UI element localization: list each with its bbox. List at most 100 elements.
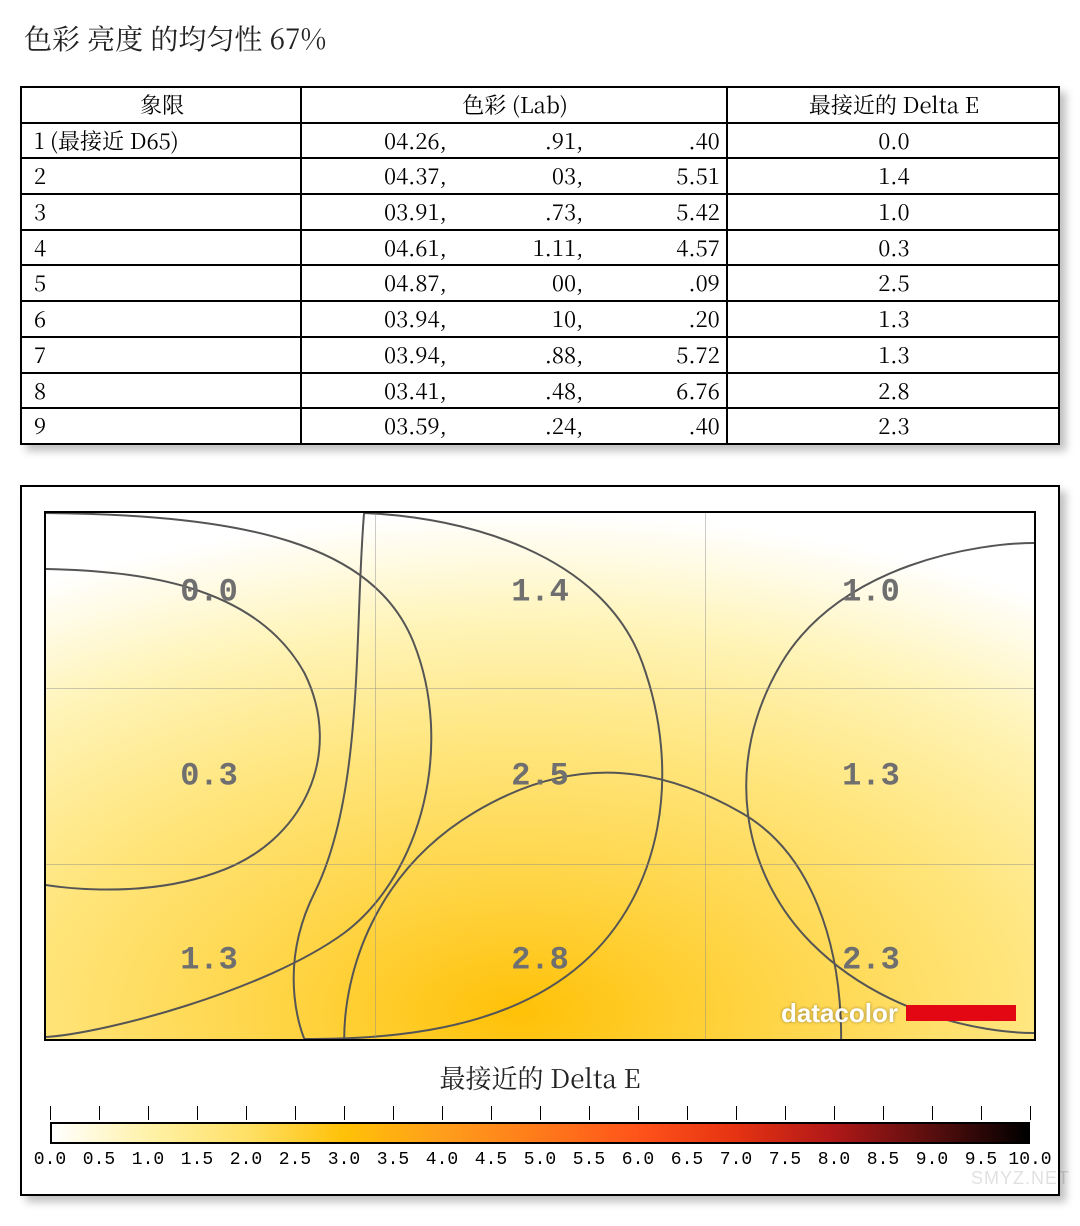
- brand-bar-icon: [906, 1005, 1016, 1021]
- colorbar-tick: [981, 1106, 982, 1120]
- cell-lab-part: 1.11,: [451, 233, 588, 263]
- cell-lab-part: 04.26,: [314, 126, 451, 156]
- table-row: 204.37,03,5.511.4: [21, 158, 1059, 194]
- colorbar-label: 5.0: [524, 1150, 556, 1170]
- table-row: 803.41,.48,6.762.8: [21, 373, 1059, 409]
- colorbar-labels: 0.00.51.01.52.02.53.03.54.04.55.05.56.06…: [50, 1150, 1030, 1176]
- cell-lab-part: .40: [587, 126, 726, 156]
- cell-lab-part: .40: [587, 411, 726, 441]
- cell-lab-part: 03.41,: [314, 376, 451, 406]
- cell-lab-part: .91,: [451, 126, 588, 156]
- cell-lab-part: .24,: [451, 411, 588, 441]
- cell-quadrant: 2: [21, 158, 301, 194]
- data-table: 象限 色彩 (Lab) 最接近的 Delta E 1 (最接近 D65)04.2…: [20, 86, 1060, 445]
- cell-lab-part: .09: [587, 268, 726, 298]
- colorbar-label: 0.5: [83, 1150, 115, 1170]
- page-title: 色彩 亮度 的均匀性 67%: [24, 18, 1060, 58]
- colorbar-tick: [1030, 1106, 1031, 1120]
- colorbar-label: 7.0: [720, 1150, 752, 1170]
- cell-quadrant: 1 (最接近 D65): [21, 123, 301, 159]
- heatmap-gridline: [375, 513, 376, 1039]
- colorbar-label: 3.5: [377, 1150, 409, 1170]
- colorbar-label: 4.5: [475, 1150, 507, 1170]
- colorbar-tick: [99, 1106, 100, 1120]
- colorbar-tick: [50, 1106, 51, 1120]
- heatmap-value: 2.3: [842, 941, 900, 978]
- cell-deltae: 2.5: [727, 265, 1059, 301]
- colorbar-tick: [785, 1106, 786, 1120]
- colorbar-label: 2.0: [230, 1150, 262, 1170]
- table-row: 404.61,1.11,4.570.3: [21, 230, 1059, 266]
- cell-lab-part: 6.76: [587, 376, 726, 406]
- colorbar-tick: [687, 1106, 688, 1120]
- brand-mark: datacolor: [781, 998, 1016, 1029]
- cell-deltae: 1.3: [727, 301, 1059, 337]
- colorbar-tick: [246, 1106, 247, 1120]
- colorbar-tick: [932, 1106, 933, 1120]
- cell-lab-part: 04.61,: [314, 233, 451, 263]
- cell-lab: 04.26,.91,.40: [301, 123, 727, 159]
- cell-lab: 03.94,.88,5.72: [301, 337, 727, 373]
- colorbar-label: 9.0: [916, 1150, 948, 1170]
- cell-deltae: 1.4: [727, 158, 1059, 194]
- cell-quadrant: 3: [21, 194, 301, 230]
- cell-lab-part: 5.72: [587, 340, 726, 370]
- cell-lab-part: 03.91,: [314, 197, 451, 227]
- cell-lab-part: .20: [587, 304, 726, 334]
- cell-quadrant: 7: [21, 337, 301, 373]
- col-header-deltae: 最接近的 Delta E: [727, 87, 1059, 123]
- cell-lab-part: .73,: [451, 197, 588, 227]
- cell-lab: 04.61,1.11,4.57: [301, 230, 727, 266]
- heatmap-gridline: [705, 513, 706, 1039]
- cell-quadrant: 8: [21, 373, 301, 409]
- cell-deltae: 0.0: [727, 123, 1059, 159]
- cell-quadrant: 5: [21, 265, 301, 301]
- heatmap-value: 1.3: [842, 757, 900, 794]
- cell-lab-part: 5.42: [587, 197, 726, 227]
- colorbar-ticks: [50, 1106, 1030, 1122]
- cell-lab: 04.37,03,5.51: [301, 158, 727, 194]
- cell-lab-part: 04.87,: [314, 268, 451, 298]
- colorbar-tick: [883, 1106, 884, 1120]
- heatmap-value: 1.0: [842, 573, 900, 610]
- table-row: 703.94,.88,5.721.3: [21, 337, 1059, 373]
- cell-lab: 03.59,.24,.40: [301, 408, 727, 444]
- colorbar-tick: [491, 1106, 492, 1120]
- table-row: 603.94,10,.201.3: [21, 301, 1059, 337]
- brand-text: datacolor: [781, 998, 898, 1029]
- table-row: 903.59,.24,.402.3: [21, 408, 1059, 444]
- colorbar-label: 8.0: [818, 1150, 850, 1170]
- heatmap-gridline: [46, 864, 1034, 865]
- cell-lab-part: .88,: [451, 340, 588, 370]
- heatmap-canvas: 0.01.41.00.32.51.31.32.82.3datacolor: [44, 511, 1036, 1041]
- heatmap-panel: 0.01.41.00.32.51.31.32.82.3datacolor 最接近…: [20, 485, 1060, 1196]
- table-row: 303.91,.73,5.421.0: [21, 194, 1059, 230]
- colorbar-tick: [736, 1106, 737, 1120]
- cell-deltae: 2.3: [727, 408, 1059, 444]
- colorbar-tick: [638, 1106, 639, 1120]
- colorbar-label: 8.5: [867, 1150, 899, 1170]
- table-row: 1 (最接近 D65)04.26,.91,.400.0: [21, 123, 1059, 159]
- cell-lab-part: 4.57: [587, 233, 726, 263]
- cell-lab: 03.91,.73,5.42: [301, 194, 727, 230]
- table-row: 504.87,00,.092.5: [21, 265, 1059, 301]
- heatmap-value: 2.8: [511, 941, 569, 978]
- cell-lab-part: 5.51: [587, 161, 726, 191]
- colorbar-tick: [197, 1106, 198, 1120]
- colorbar-label: 6.5: [671, 1150, 703, 1170]
- colorbar-tick: [393, 1106, 394, 1120]
- colorbar-label: 6.0: [622, 1150, 654, 1170]
- colorbar-label: 3.0: [328, 1150, 360, 1170]
- col-header-lab: 色彩 (Lab): [301, 87, 727, 123]
- colorbar-tick: [148, 1106, 149, 1120]
- cell-lab-part: 04.37,: [314, 161, 451, 191]
- colorbar-label: 2.5: [279, 1150, 311, 1170]
- table-header-row: 象限 色彩 (Lab) 最接近的 Delta E: [21, 87, 1059, 123]
- heatmap-gridline: [46, 688, 1034, 689]
- colorbar-tick: [344, 1106, 345, 1120]
- colorbar-tick: [442, 1106, 443, 1120]
- cell-lab-part: 10,: [451, 304, 588, 334]
- cell-quadrant: 6: [21, 301, 301, 337]
- col-header-quadrant: 象限: [21, 87, 301, 123]
- legend-title: 最接近的 Delta E: [44, 1059, 1036, 1096]
